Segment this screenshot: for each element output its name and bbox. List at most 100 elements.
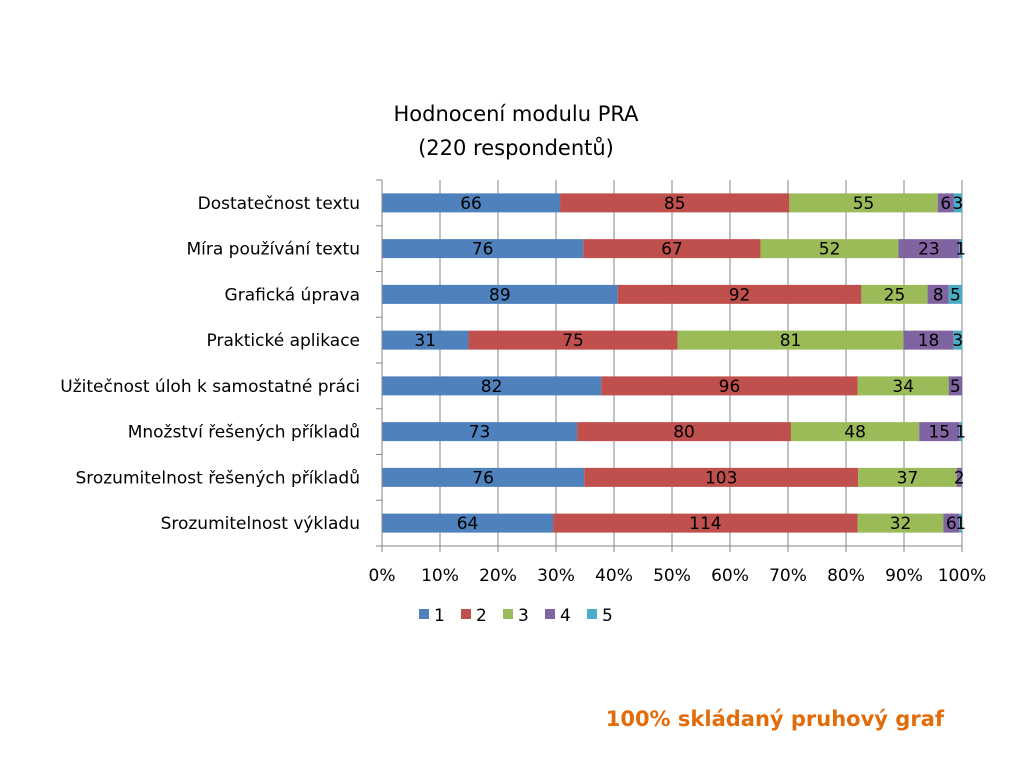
bar-segment — [577, 422, 791, 442]
data-label: 31 — [414, 331, 436, 351]
data-label: 89 — [489, 285, 511, 305]
data-label: 82 — [481, 377, 503, 397]
bar-segment — [677, 330, 904, 350]
data-label: 85 — [664, 194, 686, 214]
legend-label: 3 — [518, 606, 529, 626]
data-label: 114 — [689, 514, 721, 534]
data-label: 5 — [950, 377, 961, 397]
bar-segment — [956, 467, 962, 487]
bar-segment — [861, 284, 928, 304]
data-label: 73 — [469, 423, 491, 443]
bar-segment — [790, 422, 920, 442]
bar-segment — [553, 513, 858, 533]
bar-segment — [560, 193, 790, 213]
gridlines — [439, 180, 963, 546]
category-label: Grafická úprava — [225, 285, 360, 305]
category-label: Srozumitelnost výkladu — [161, 514, 360, 534]
bars — [382, 193, 962, 533]
bar-segment — [857, 376, 949, 396]
bar-segment — [937, 193, 954, 213]
data-label: 81 — [780, 331, 802, 351]
bar-segment — [382, 376, 602, 396]
data-label: 37 — [897, 468, 919, 488]
data-label: 67 — [661, 240, 683, 260]
data-label: 96 — [719, 377, 741, 397]
axes: 0% 10% 20% 30% 40% 50% 60% 70% 80% 90% 100% Dostate… — [60, 179, 987, 586]
chart-title-line-2: (220 respondentů) — [418, 136, 614, 160]
bar-segment — [943, 513, 960, 533]
data-label: 48 — [844, 423, 866, 443]
bar-segment — [382, 422, 578, 442]
bar-segment — [959, 239, 962, 259]
legend-swatch — [503, 609, 513, 619]
x-tick-label: 100% — [938, 566, 987, 586]
legend-label: 1 — [434, 606, 445, 626]
bar-segment — [584, 467, 859, 487]
data-label: 34 — [892, 377, 914, 397]
data-label: 6 — [946, 514, 957, 534]
bar-segment — [858, 467, 957, 487]
bar-segment — [857, 513, 944, 533]
category-label: Srozumitelnost řešených příkladů — [75, 468, 360, 488]
x-tick-label: 10% — [421, 566, 459, 586]
data-label: 18 — [918, 331, 940, 351]
x-tick-label: 40% — [595, 566, 633, 586]
bar-segment — [382, 513, 554, 533]
bar-segment — [898, 239, 960, 259]
bar-segment — [382, 239, 584, 259]
legend-swatch — [545, 609, 555, 619]
data-label: 64 — [457, 514, 479, 534]
legend-swatch — [461, 609, 471, 619]
legend-label: 2 — [476, 606, 487, 626]
data-label: 1 — [955, 240, 966, 260]
bar-segment — [382, 284, 618, 304]
category-label: Užitečnost úloh k samostatné práci — [60, 377, 360, 397]
bar-segment — [617, 284, 862, 304]
data-label: 15 — [928, 423, 950, 443]
x-tick-label: 30% — [537, 566, 575, 586]
bar-segment — [903, 330, 954, 350]
legend-label: 5 — [602, 606, 613, 626]
x-tick-label: 90% — [885, 566, 923, 586]
data-label: 23 — [918, 240, 940, 260]
x-tick-label: 20% — [479, 566, 517, 586]
data-label: 52 — [819, 240, 841, 260]
data-labels: 66 85 55 6 376 67 52 23 189 92 25 8 531 75 81 18 382 96 34… — [414, 194, 966, 534]
legend: 1 2 3 4 5 — [419, 606, 613, 626]
data-label: 6 — [940, 194, 951, 214]
bar-segment — [601, 376, 858, 396]
chart-title-line-1: Hodnocení modulu PRA — [394, 102, 640, 126]
bar-segment — [959, 513, 962, 533]
data-label: 66 — [460, 194, 482, 214]
x-tick-label: 50% — [653, 566, 691, 586]
bar-segment — [468, 330, 678, 350]
data-label: 32 — [890, 514, 912, 534]
category-label: Praktické aplikace — [207, 331, 360, 351]
legend-swatch — [587, 609, 597, 619]
data-label: 3 — [953, 194, 964, 214]
bar-segment — [382, 467, 585, 487]
bar-segment — [959, 422, 962, 442]
bar-segment — [760, 239, 899, 259]
data-label: 55 — [853, 194, 875, 214]
data-label: 8 — [933, 285, 944, 305]
data-label: 2 — [954, 468, 965, 488]
data-label: 75 — [562, 331, 584, 351]
data-label: 80 — [673, 423, 695, 443]
bar-segment — [919, 422, 960, 442]
data-label: 103 — [705, 468, 737, 488]
category-label: Míra používání textu — [186, 240, 360, 260]
bar-segment — [948, 284, 962, 304]
data-label: 3 — [952, 331, 963, 351]
x-tick-label: 0% — [369, 566, 396, 586]
bar-segment — [953, 330, 962, 350]
bar-segment — [382, 330, 469, 350]
category-label: Množství řešených příkladů — [128, 423, 360, 443]
data-label: 76 — [472, 240, 494, 260]
bar-segment — [789, 193, 938, 213]
data-label: 5 — [950, 285, 961, 305]
legend-swatch — [419, 609, 429, 619]
bar-segment — [948, 376, 962, 396]
x-tick-label: 70% — [769, 566, 807, 586]
